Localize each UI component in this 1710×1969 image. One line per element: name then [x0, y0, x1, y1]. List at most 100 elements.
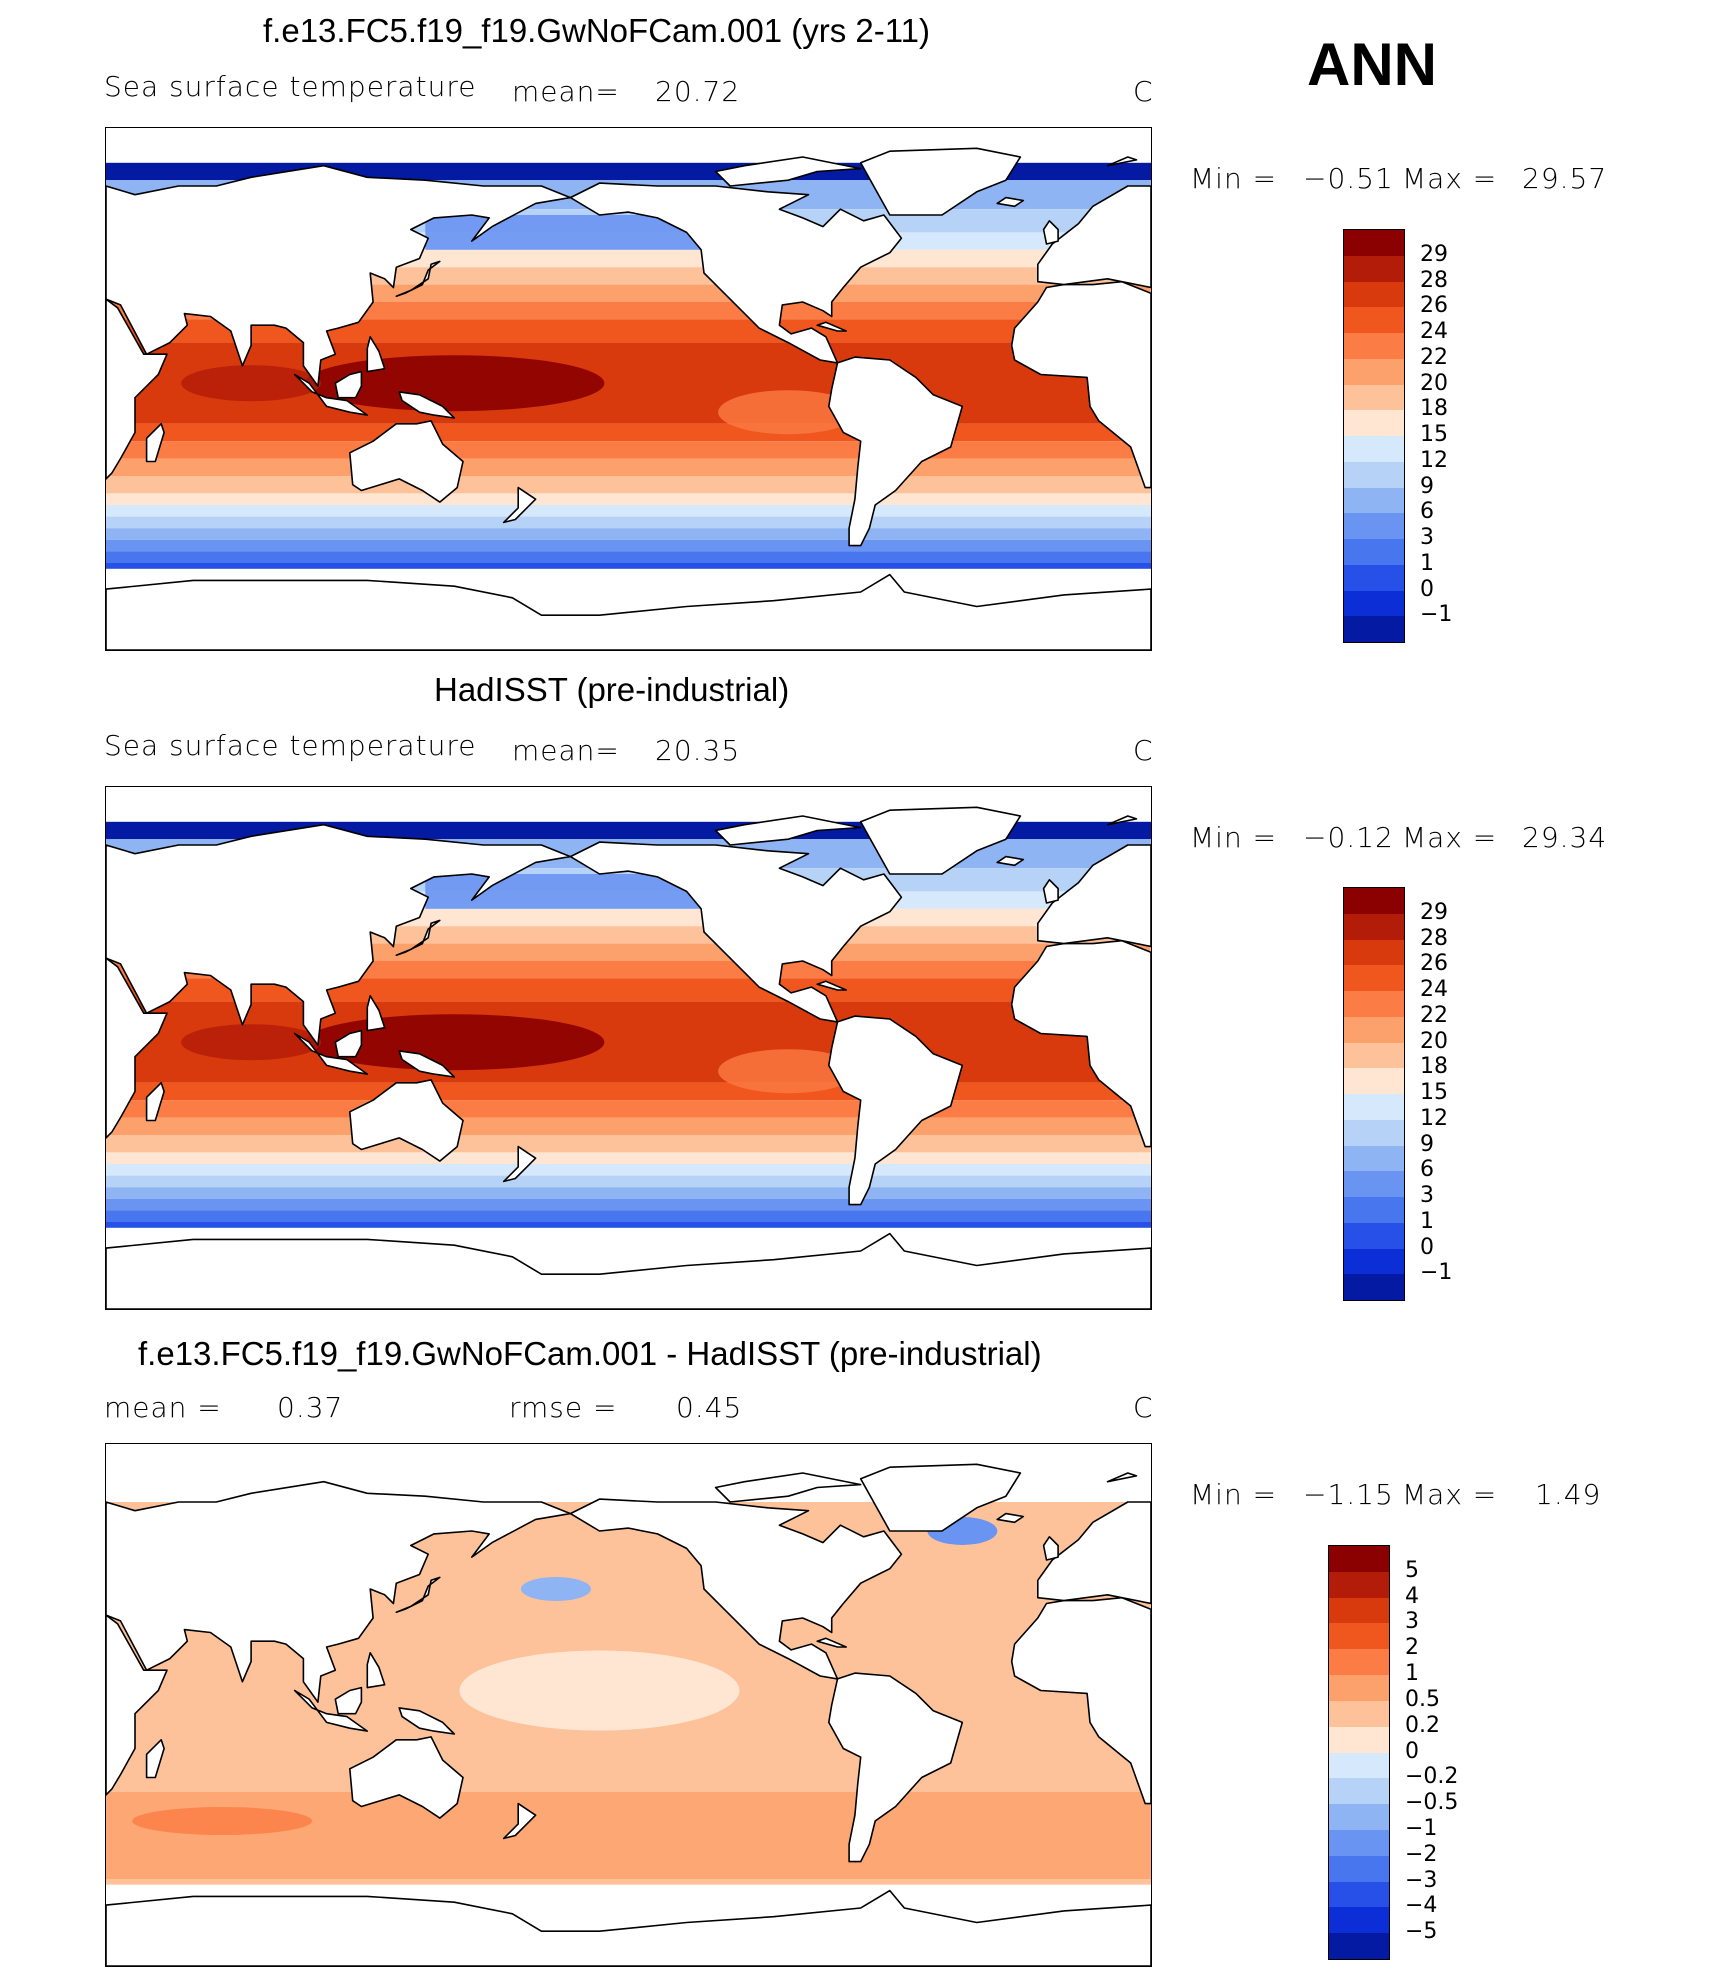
landmass-uk [1042, 879, 1059, 904]
colorbar-tick-label: 4 [1405, 1583, 1419, 1609]
colorbar-tick-label: −5 [1405, 1919, 1438, 1945]
min-value: −0.12 [1303, 821, 1394, 854]
max-label: Max = [1402, 162, 1498, 195]
landmass-samerica [827, 356, 964, 547]
landmass-nz [502, 1145, 537, 1183]
landmass-eurasia [106, 823, 572, 1046]
colorbar [1328, 1545, 1390, 1960]
colorbar-tick-label: −4 [1405, 1893, 1438, 1919]
landmass-greenland [859, 806, 1022, 875]
colorbar-tick-label: 9 [1420, 1131, 1434, 1157]
colorbar-swatch [1329, 1881, 1389, 1909]
landmass-madagascar [145, 422, 165, 463]
landmass-africaWest [1010, 280, 1151, 489]
landmass-australia [349, 420, 464, 503]
sst-band [106, 505, 1151, 517]
colorbar-swatch [1329, 1726, 1389, 1754]
colorbar-tick-label: −3 [1405, 1867, 1438, 1893]
landmass-namerica [569, 1498, 903, 1680]
colorbar-swatch [1344, 1094, 1404, 1121]
landmass-cuba [816, 980, 848, 991]
colorbar-swatch [1344, 1145, 1404, 1173]
diff-field [106, 1792, 1151, 1879]
max-label: Max = [1402, 821, 1498, 854]
colorbar-tick-label: 18 [1420, 1054, 1448, 1080]
colorbar-tick-label: 3 [1420, 525, 1434, 550]
colorbar-tick-label: 1 [1420, 550, 1434, 576]
colorbar-tick-label: 3 [1405, 1609, 1419, 1635]
max-value: 29.34 [1522, 821, 1608, 854]
sst-band [106, 1152, 1151, 1164]
mean-value: 0.37 [277, 1391, 344, 1424]
colorbar-tick-label: −0.2 [1405, 1764, 1459, 1790]
landmass-indonesia [293, 1032, 369, 1075]
landmass-phil [366, 336, 386, 373]
colorbar-tick-label: 22 [1420, 1002, 1448, 1028]
landmass-africaWest [1010, 939, 1151, 1148]
landmass-arcticIsl [714, 815, 862, 846]
landmass-uk [1042, 1536, 1059, 1561]
colorbar-tick-label: 0 [1420, 1234, 1434, 1260]
landmass-antarctica [106, 1889, 1151, 1966]
sst-band [106, 1082, 1151, 1101]
max-value: 1.49 [1535, 1478, 1602, 1511]
sst-band [106, 551, 1151, 563]
landmass-borneo [334, 370, 363, 399]
landmass-japan [395, 1576, 441, 1613]
landmass-greenland [859, 1463, 1022, 1532]
colorbar-tick-label: 22 [1420, 344, 1448, 370]
landmass-australia [349, 1079, 464, 1162]
landmass-antarctica [106, 573, 1151, 650]
colorbar-tick-label: 20 [1420, 370, 1448, 396]
colorbar-swatch [1344, 358, 1404, 386]
colorbar-tick-label: 2 [1405, 1635, 1419, 1661]
colorbar-swatch [1329, 1623, 1389, 1651]
cold-region [425, 215, 702, 250]
colorbar-tick-label: 15 [1420, 1080, 1448, 1105]
colorbar-swatch [1344, 487, 1404, 515]
max-value: 29.57 [1522, 162, 1608, 195]
colorbar-swatch [1344, 965, 1404, 992]
colorbar-swatch [1329, 1933, 1389, 1959]
landmass-nz [502, 486, 537, 524]
sst-band [106, 493, 1151, 505]
warm-pool [181, 1024, 322, 1061]
landmass-phil [366, 995, 386, 1032]
sst-band [106, 319, 1151, 343]
colorbar-swatch [1344, 991, 1404, 1018]
colorbar-swatch [1344, 255, 1404, 283]
colorbar-tick-label: 0 [1405, 1738, 1419, 1764]
min-label: Min = [1190, 162, 1278, 195]
landmass-svalbard [1106, 156, 1138, 167]
colorbar-tick-label: 24 [1420, 977, 1448, 1002]
world-map-svg [106, 787, 1151, 1309]
landmass-arcticIsl [714, 156, 862, 187]
landmass-iceland [996, 1512, 1025, 1524]
landmass-namerica [569, 182, 903, 364]
colorbar-swatch [1344, 1222, 1404, 1250]
landmass-indonesia [293, 373, 369, 416]
landmass-antarctica [106, 1232, 1151, 1309]
colorbar-swatch [1329, 1700, 1389, 1728]
colorbar-swatch [1344, 1068, 1404, 1095]
landmass-madagascar [145, 1081, 165, 1122]
colorbar-tick-label: 15 [1420, 422, 1448, 447]
colorbar-swatch [1329, 1649, 1389, 1677]
map-model [105, 127, 1152, 651]
min-label: Min = [1190, 821, 1278, 854]
world-map-svg [106, 1444, 1151, 1966]
colorbar-tick-label: 12 [1420, 447, 1448, 473]
sst-band [106, 516, 1151, 529]
field-label: Sea surface temperature [104, 70, 477, 103]
colorbar-swatch [1329, 1752, 1389, 1780]
landmass-japan [395, 260, 441, 297]
landmass-samerica [827, 1672, 964, 1863]
landmass-ng [398, 391, 456, 419]
landmass-borneo [334, 1029, 363, 1058]
sst-band [106, 1117, 1151, 1135]
landmass-borneo [334, 1686, 363, 1715]
landmass-cuba [816, 321, 848, 332]
landmass-japan [395, 919, 441, 956]
colorbar-tick-label: 9 [1420, 473, 1434, 499]
colorbar-swatch [1329, 1546, 1389, 1573]
